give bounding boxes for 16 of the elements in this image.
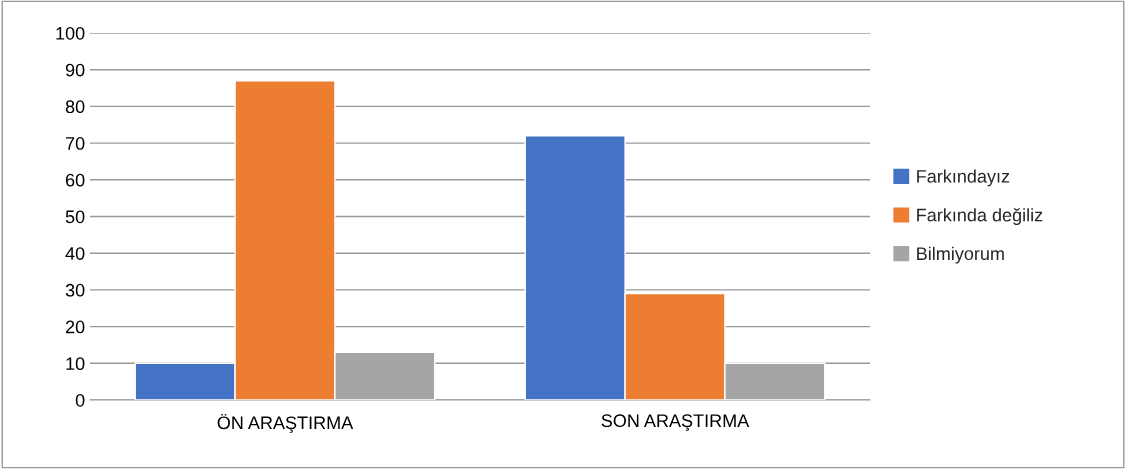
x-tick-label: SON ARAŞTIRMA [601, 414, 750, 431]
y-tick-label: 20 [65, 320, 85, 334]
y-tick-label: 100 [56, 26, 85, 40]
y-tick-label: 70 [65, 137, 85, 150]
x-tick-label: ÖN ARAŞTIRMA [217, 413, 354, 433]
y-tick-label: 30 [65, 283, 85, 297]
y-tick-label: 10 [66, 357, 85, 371]
y-tick-label: 80 [65, 100, 85, 114]
y-tick-label: 0 [75, 393, 85, 407]
y-tick-label: 90 [65, 63, 85, 77]
y-tick-label: 40 [65, 247, 85, 260]
legend-label: Bilmiyorum [917, 246, 1004, 264]
y-tick-label: 50 [65, 210, 85, 224]
legend-label: Farkında değiliz [917, 207, 1043, 226]
y-tick-label: 60 [65, 173, 85, 187]
legend-label: Farkındayız [917, 169, 1010, 187]
